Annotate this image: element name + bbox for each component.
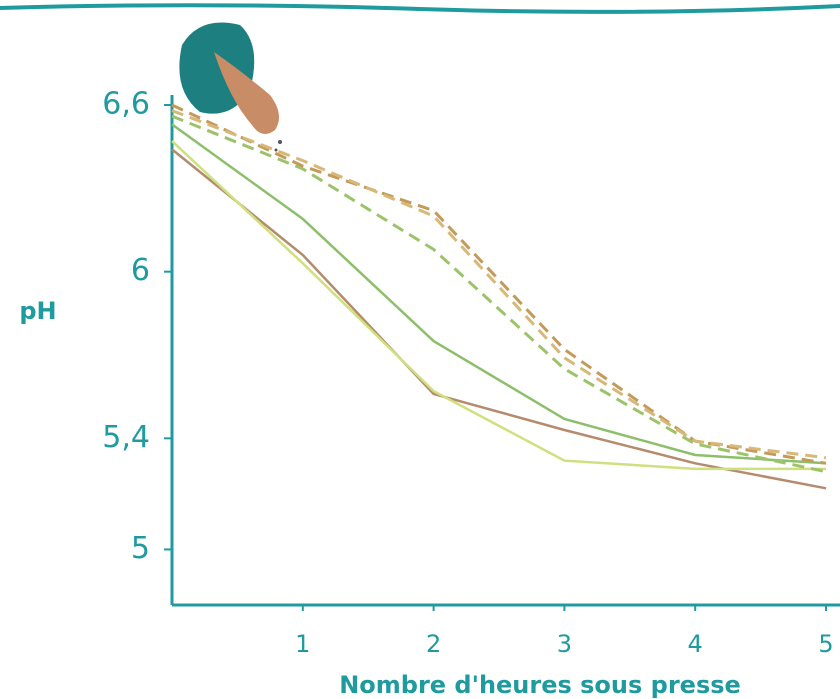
y-tick-label: 5	[131, 531, 150, 566]
y-tick-label: 5,4	[102, 420, 150, 455]
x-tick-label: 2	[426, 630, 441, 658]
top-border	[0, 3, 840, 14]
y-tick-label: 6	[131, 253, 150, 288]
line	[171, 148, 827, 490]
dashed-line	[171, 103, 827, 465]
x-tick-label: 5	[818, 630, 833, 658]
line	[171, 140, 826, 471]
dashed-line	[171, 109, 827, 460]
y-tick-label: 6,6	[102, 87, 150, 122]
bowl-icon	[179, 22, 282, 152]
line	[171, 123, 827, 465]
dashed-line	[171, 114, 827, 474]
x-axis-title: Nombre d'heures sous presse	[339, 671, 741, 699]
y-axis-title: pH	[19, 297, 56, 325]
x-tick-label: 4	[688, 630, 703, 658]
x-tick-label: 3	[557, 630, 572, 658]
x-tick-label: 1	[295, 630, 310, 658]
